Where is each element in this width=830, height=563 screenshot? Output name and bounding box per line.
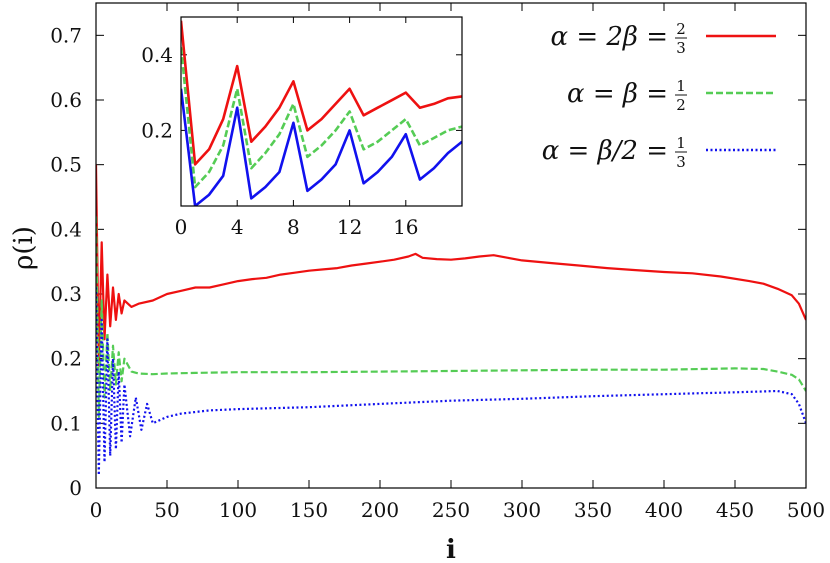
main-x-tick-label: 100 [219,498,257,522]
main-x-tick-label: 400 [645,498,683,522]
main-y-tick-label: 0.6 [50,88,82,112]
inset-series-2-line [181,88,462,206]
inset-plot-frame [180,16,463,207]
inset-x-tick-label: 0 [175,215,188,239]
inset-series-1-line [181,47,462,189]
inset-series-group [181,20,462,206]
x-axis-label: i [446,535,456,563]
legend-fraction-numerator-1: 1 [676,77,686,95]
main-x-tick-label: 450 [716,498,754,522]
main-axis-ticks: 0 50 100 150 200 250 300 350 400 450 500 0 0.1 0.2 0.3… [50,3,825,522]
legend-label-0: α = 2β = [551,22,669,52]
inset-x-tick-label: 12 [337,215,362,239]
main-x-tick-label: 350 [574,498,612,522]
main-x-tick-label: 150 [290,498,328,522]
legend-fraction-numerator-2: 1 [676,134,686,152]
main-x-tick-label: 500 [787,498,825,522]
y-axis-label: ρ(i) [9,226,39,270]
legend-fraction-numerator-0: 2 [676,20,686,38]
legend: α = 2β = 23α = β = 12α = β/2 = 13 [542,20,776,171]
legend-label-2: α = β/2 = [542,136,668,166]
legend-fraction-denominator-0: 3 [676,39,686,57]
main-series-1-line [96,216,806,418]
inset-background [181,17,462,206]
main-plot-frame [95,2,807,489]
inset-y-tick-label: 0.4 [141,43,173,67]
legend-label-1: α = β = [567,79,668,109]
inset-y-tick-label: 0.2 [141,118,173,142]
inset-x-tick-label: 4 [231,215,244,239]
main-x-tick-label: 200 [361,498,399,522]
main-x-tick-label: 300 [503,498,541,522]
inset-x-tick-label: 16 [393,215,418,239]
main-y-tick-label: 0.1 [50,411,82,435]
main-x-tick-label: 50 [154,498,179,522]
main-x-tick-label: 0 [90,498,103,522]
main-y-tick-label: 0.4 [50,217,82,241]
main-series-0-line [96,164,806,367]
legend-fraction-denominator-2: 3 [676,153,686,171]
main-x-tick-label: 250 [432,498,470,522]
main-y-tick-label: 0.7 [50,23,82,47]
inset-series-0-line [181,20,462,166]
main-series-group [96,164,806,477]
inset-x-tick-label: 8 [287,215,300,239]
main-y-tick-label: 0 [69,476,82,500]
main-y-tick-label: 0.5 [50,153,82,177]
legend-fraction-denominator-1: 2 [676,96,686,114]
main-y-tick-label: 0.3 [50,282,82,306]
main-y-tick-label: 0.2 [50,347,82,371]
